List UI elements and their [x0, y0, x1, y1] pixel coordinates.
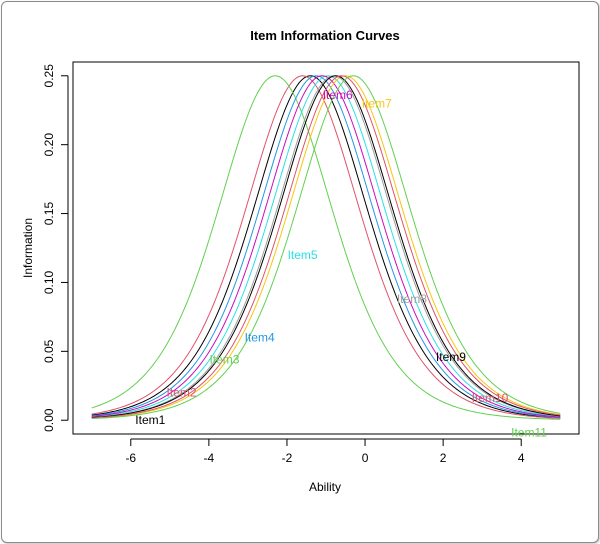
- x-tick-label: -2: [282, 451, 293, 465]
- y-tick-label: 0.00: [42, 408, 56, 432]
- x-tick-label: -6: [125, 451, 136, 465]
- chart-title: Item Information Curves: [250, 28, 400, 43]
- curve-label-item4: Item4: [245, 331, 275, 345]
- y-axis-label: Information: [21, 218, 35, 278]
- curve-item9: [91, 75, 561, 419]
- curve-item10: [91, 75, 561, 419]
- curve-item3: [91, 75, 561, 420]
- curve-item2: [91, 75, 561, 419]
- y-tick-label: 0.15: [42, 202, 56, 226]
- curve-label-item7: Item7: [362, 96, 392, 110]
- curve-label-item2: Item2: [167, 386, 197, 400]
- curve-item4: [91, 75, 561, 419]
- curve-item11: [91, 75, 561, 420]
- y-tick-label: 0.10: [42, 270, 56, 294]
- x-tick-label: 4: [518, 451, 525, 465]
- x-tick-label: 0: [362, 451, 369, 465]
- curve-item7: [91, 75, 561, 419]
- x-axis-label: Ability: [309, 480, 341, 494]
- curve-label-item1: Item1: [135, 413, 165, 427]
- curve-label-item5: Item5: [288, 248, 318, 262]
- x-axis: -6 -4 -2 0 2 4: [125, 438, 525, 465]
- y-axis: 0.00 0.05 0.10 0.15 0.20 0.25: [42, 64, 69, 432]
- curve-item6: [91, 75, 561, 418]
- curve-item8: [91, 75, 561, 418]
- curves-layer: [91, 75, 561, 420]
- curve-item1: [91, 75, 561, 419]
- x-tick-label: -4: [204, 451, 215, 465]
- curve-label-item10: Item10: [472, 391, 509, 405]
- y-tick-label: 0.25: [42, 64, 56, 88]
- curve-label-item6: Item6: [323, 88, 353, 102]
- curve-label-item11: Item11: [511, 426, 547, 440]
- y-tick-label: 0.20: [42, 133, 56, 157]
- x-tick-label: 2: [440, 451, 447, 465]
- plot-box: [72, 61, 580, 435]
- curve-label-item9: Item9: [436, 350, 466, 364]
- curve-label-item3: Item3: [209, 353, 239, 367]
- y-tick-label: 0.05: [42, 339, 56, 363]
- curve-item5: [91, 75, 561, 418]
- curve-label-item8: Item8: [397, 292, 427, 306]
